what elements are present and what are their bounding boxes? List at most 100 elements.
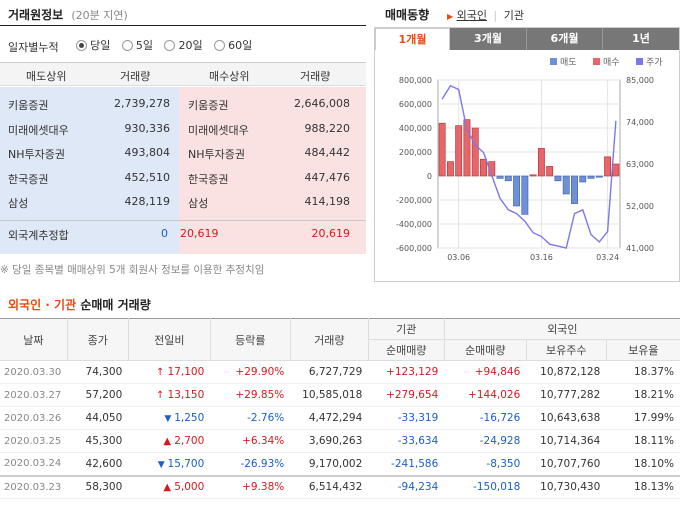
down-arrow-icon: ▼ xyxy=(157,459,168,470)
row-foreign-hold: 10,707,760 xyxy=(526,452,607,476)
col-foreign-net: 순매매량 xyxy=(443,339,527,361)
row-inst-net: -33,319 xyxy=(368,406,445,430)
left-tick-label: 800,000 xyxy=(399,76,432,85)
x-tick-label: 03.24 xyxy=(596,253,619,262)
table-row: 2020.03.24 42,600 ▼ 15,700 -26.93% 9,170,002… xyxy=(0,452,680,476)
row-volume: 9,170,002 xyxy=(290,452,369,476)
net-title: 외국인 · 기관 순매매 거래량 xyxy=(8,296,151,313)
buy-vol-header: 거래량 xyxy=(300,70,331,83)
period-option-5d[interactable]: 5일 xyxy=(121,37,153,53)
row-change-value: 15,700 xyxy=(167,457,205,470)
row-date: 2020.03.30 xyxy=(0,360,68,384)
row-volume: 4,472,294 xyxy=(290,406,369,430)
col-foreign: 외국인 xyxy=(443,318,680,340)
sell-bar xyxy=(513,175,521,207)
left-tick-label: 0 xyxy=(427,172,432,181)
period-option-today[interactable]: 당일 xyxy=(76,37,110,53)
broker-title-text: 거래원정보 xyxy=(8,8,64,22)
row-foreign-net: +94,846 xyxy=(444,360,527,384)
row-change: ▲ 5,000 xyxy=(128,475,211,499)
col-foreign-ratio: 보유율 xyxy=(605,339,680,361)
row-foreign-hold: 10,714,364 xyxy=(526,429,607,453)
left-tick-label: 200,000 xyxy=(399,148,432,157)
broker-header: 매도상위 거래량 매수상위 거래량 xyxy=(0,62,366,86)
row-change-value: 1,250 xyxy=(174,412,205,424)
right-tick-label: 63,000 xyxy=(626,160,654,169)
foreign-diff-value: 20,619 xyxy=(180,227,219,240)
delay-note: (20분 지연) xyxy=(71,9,128,22)
upper-limit-icon: ↑ xyxy=(155,367,168,378)
table-row: 2020.03.30 74,300 ↑ 17,100 +29.90% 6,727,729… xyxy=(0,360,680,384)
row-foreign-hold: 10,872,128 xyxy=(526,360,607,384)
tab-6month[interactable]: 6개월 xyxy=(527,28,603,50)
sell-bar xyxy=(579,175,587,183)
trend-title: 매매동향 xyxy=(385,8,430,22)
row-date: 2020.03.27 xyxy=(0,383,68,407)
buy-bar xyxy=(480,158,487,177)
radio-icon[interactable] xyxy=(164,39,176,51)
institution-link[interactable]: 기관 xyxy=(503,9,524,22)
period-selector: 일자별누적 당일 5일 20일 60일 xyxy=(8,37,260,55)
row-volume: 6,514,432 xyxy=(290,475,369,499)
trend-links: ▶ 외국인 | 기관 xyxy=(447,7,524,23)
period-option-label: 당일 xyxy=(90,39,111,52)
buy-bar xyxy=(471,127,479,177)
foreign-link[interactable]: 외국인 xyxy=(456,9,488,22)
tab-3month[interactable]: 3개월 xyxy=(450,28,527,50)
row-foreign-ratio: 18.21% xyxy=(606,383,680,407)
title-divider xyxy=(0,25,366,26)
up-arrow-icon: ▲ xyxy=(163,482,175,494)
buy-bar xyxy=(546,166,554,177)
col-institution: 기관 xyxy=(367,318,445,340)
row-rate: +9.38% xyxy=(210,475,291,499)
tab-1month[interactable]: 1개월 xyxy=(375,28,450,50)
net-title-prefix: 외국인 · 기관 xyxy=(8,298,77,312)
sell-bar xyxy=(571,175,578,204)
table-row: 2020.03.23 58,300 ▲ 5,000 +9.38% 6,514,432 -9… xyxy=(0,475,680,499)
buy-bar xyxy=(455,125,463,177)
sell-broker-volume: 428,119 xyxy=(124,195,171,208)
row-change: ▲ 2,700 xyxy=(128,429,211,453)
broker-note: ※ 당일 종목별 매매상위 5개 회원사 정보를 이용한 추정치임 xyxy=(0,264,265,276)
row-foreign-ratio: 17.99% xyxy=(606,406,680,430)
row-foreign-ratio: 18.13% xyxy=(606,475,680,499)
table-row: 2020.03.25 45,300 ▲ 2,700 +6.34% 3,690,263 -3… xyxy=(0,429,680,453)
price-line xyxy=(441,84,617,249)
left-tick-label: -600,000 xyxy=(396,244,432,253)
row-foreign-net: +144,026 xyxy=(444,383,527,407)
row-close: 45,300 xyxy=(67,429,129,453)
foreign-divider xyxy=(0,220,366,221)
sell-broker-name: 키움증권 xyxy=(8,99,49,112)
buy-broker-name: NH투자증권 xyxy=(188,148,245,161)
row-change: ▼ 1,250 xyxy=(128,406,211,430)
row-close: 57,200 xyxy=(67,383,129,407)
row-inst-net: -94,234 xyxy=(368,475,445,499)
buy-bar xyxy=(604,156,612,177)
sell-broker-volume: 930,336 xyxy=(124,121,171,135)
radio-icon[interactable] xyxy=(214,39,226,51)
col-close: 종가 xyxy=(66,318,129,361)
row-change: ↑ 17,100 xyxy=(128,360,211,384)
col-volume: 거래량 xyxy=(289,318,369,361)
row-change-value: 2,700 xyxy=(174,435,205,447)
radio-icon[interactable] xyxy=(76,39,88,51)
buy-broker-volume: 988,220 xyxy=(304,121,351,135)
radio-icon[interactable] xyxy=(121,39,133,51)
buy-bar xyxy=(438,122,446,177)
period-option-20d[interactable]: 20일 xyxy=(164,37,203,53)
col-change: 전일비 xyxy=(127,318,211,361)
row-close: 74,300 xyxy=(67,360,129,384)
row-inst-net: -33,634 xyxy=(368,429,445,453)
col-date: 날짜 xyxy=(0,318,68,361)
row-rate: -26.93% xyxy=(210,452,291,476)
buy-bar xyxy=(463,119,471,177)
tab-1year[interactable]: 1년 xyxy=(603,28,679,50)
left-tick-label: 400,000 xyxy=(399,124,432,133)
sell-broker-name: 미래에셋대우 xyxy=(8,123,69,137)
buy-bar xyxy=(446,161,454,177)
row-change-value: 17,100 xyxy=(167,366,205,378)
sell-bar xyxy=(562,175,570,195)
legend-label: 주가 xyxy=(646,57,663,68)
col-foreign-hold: 보유주수 xyxy=(525,339,607,361)
period-option-60d[interactable]: 60일 xyxy=(214,37,252,53)
